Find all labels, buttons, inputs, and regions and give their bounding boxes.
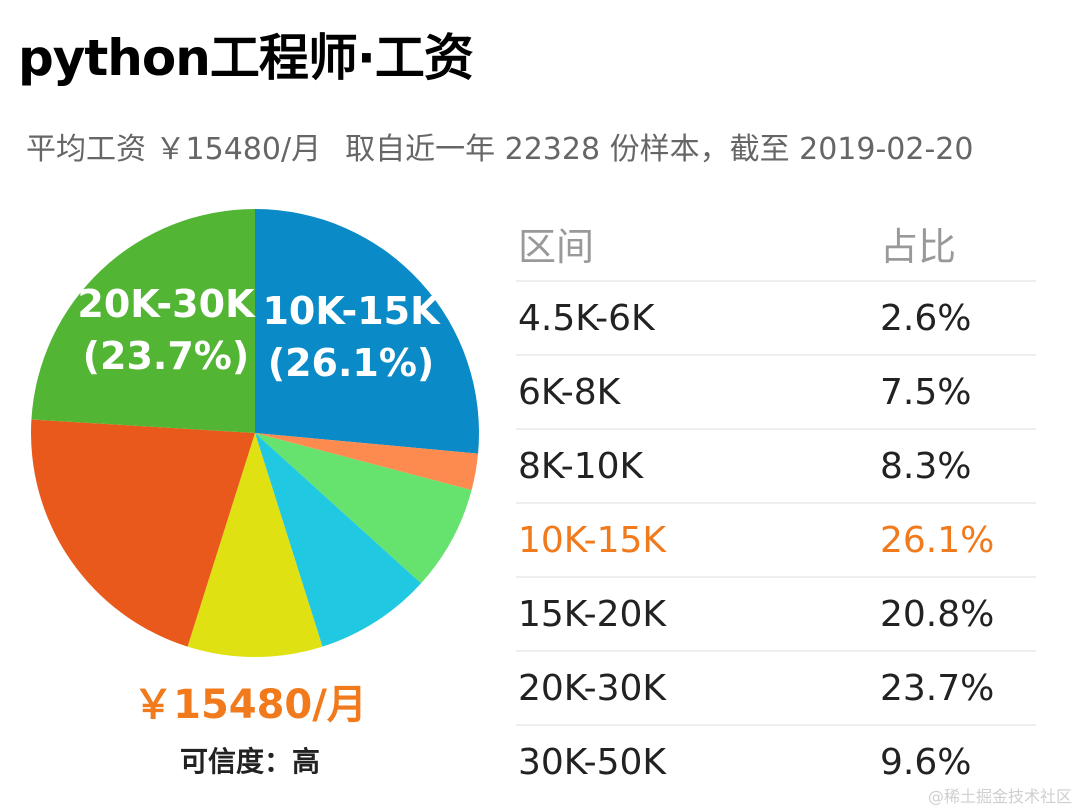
table-header-range: 区间 <box>518 224 595 269</box>
table-cell-range: 6K-8K <box>518 371 621 413</box>
pie-slice-label-range: 20K-30K <box>77 282 255 327</box>
pie-slice-label-range: 10K-15K <box>262 289 440 334</box>
pie-slice-label-share: (23.7%) <box>82 334 250 379</box>
table-cell-range: 10K-15K <box>518 519 667 561</box>
table-cell-range: 8K-10K <box>518 445 644 487</box>
table-row: 20K-30K 23.7% <box>516 650 1036 724</box>
table-row: 10K-15K 26.1% <box>516 502 1036 576</box>
avg-salary-text: 平均工资 ￥15480/月 <box>26 132 322 167</box>
table-cell-range: 20K-30K <box>518 667 667 709</box>
table-cell-share: 26.1% <box>880 519 995 561</box>
pie-slice-4.5k-6k <box>255 433 479 491</box>
pie-slice-15k-20k <box>31 419 255 647</box>
average-salary-value: ￥15480/月 <box>133 682 367 728</box>
table-cell-share: 8.3% <box>880 445 972 487</box>
pie-chart <box>31 209 479 657</box>
table-row: 4.5K-6K 2.6% <box>516 280 1036 354</box>
page-title: python工程师·工资 <box>18 29 474 87</box>
pie-slice-label: 20K-30K (23.7%) <box>66 278 266 382</box>
pie-slice-10k-15k <box>255 209 479 454</box>
salary-distribution-table: 区间 占比 4.5K-6K 2.6% 6K-8K 7.5% 8K-10K 8.3% 10K-… <box>516 206 1036 798</box>
pie-slice-30k-50k <box>187 433 323 657</box>
table-cell-share: 2.6% <box>880 297 972 339</box>
table-cell-share: 7.5% <box>880 371 972 413</box>
watermark: @稀土掘金技术社区 <box>927 787 1072 806</box>
table-row: 15K-20K 20.8% <box>516 576 1036 650</box>
pie-slice-20k-30k <box>31 209 255 433</box>
pie-slice-6k-8k <box>255 433 472 584</box>
table-cell-range: 15K-20K <box>518 593 667 635</box>
sample-text: 取自近一年 22328 份样本，截至 2019-02-20 <box>345 132 974 167</box>
subtitle: 平均工资 ￥15480/月 取自近一年 22328 份样本，截至 2019-02-… <box>26 124 973 168</box>
table-row: 6K-8K 7.5% <box>516 354 1036 428</box>
table-cell-share: 9.6% <box>880 741 972 783</box>
table-cell-share: 20.8% <box>880 593 995 635</box>
pie-slice-label: 10K-15K (26.1%) <box>251 285 451 389</box>
table-row: 30K-50K 9.6% <box>516 724 1036 798</box>
table-cell-range: 4.5K-6K <box>518 297 655 339</box>
credibility-label: 可信度：高 <box>179 745 320 778</box>
table-cell-range: 30K-50K <box>518 741 667 783</box>
table-row: 8K-10K 8.3% <box>516 428 1036 502</box>
table-cell-share: 23.7% <box>880 667 995 709</box>
table-body: 4.5K-6K 2.6% 6K-8K 7.5% 8K-10K 8.3% 10K-15K 26.… <box>516 280 1036 798</box>
pie-slice-label-share: (26.1%) <box>267 341 435 386</box>
table-header-share: 占比 <box>880 224 957 269</box>
pie-slice-8k-10k <box>255 433 422 647</box>
table-header: 区间 占比 <box>516 206 1036 280</box>
